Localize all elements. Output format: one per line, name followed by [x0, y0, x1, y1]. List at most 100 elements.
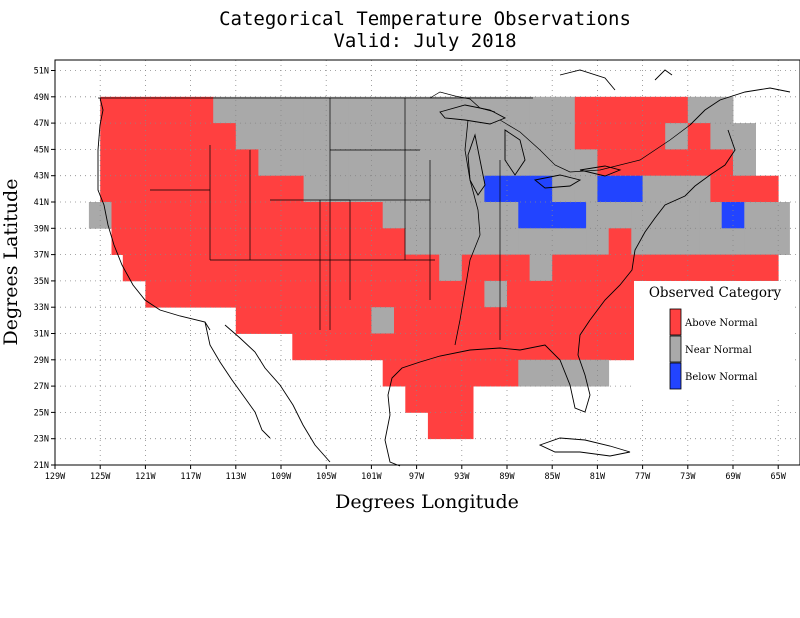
above-normal-cell	[326, 307, 350, 334]
x-tick-label: 65W	[771, 472, 787, 482]
near-normal-cell	[439, 123, 463, 150]
near-normal-cell	[653, 228, 677, 255]
above-normal-cell	[450, 359, 474, 387]
near-normal-cell	[416, 96, 440, 124]
near-normal-cell	[699, 228, 723, 255]
above-normal-cell	[100, 123, 124, 150]
above-normal-cell	[665, 96, 689, 124]
near-normal-cell	[676, 228, 700, 255]
x-tick-label: 109W	[271, 472, 292, 482]
near-normal-cell	[461, 123, 485, 150]
near-normal-cell	[710, 96, 734, 124]
above-normal-cell	[100, 96, 124, 124]
below-normal-cell	[563, 202, 587, 229]
above-normal-cell	[574, 254, 598, 282]
above-normal-cell	[507, 254, 530, 282]
above-normal-cell	[145, 149, 169, 177]
above-normal-cell	[394, 280, 417, 308]
above-normal-cell	[134, 228, 158, 255]
near-normal-cell	[744, 202, 768, 229]
near-normal-cell	[733, 123, 756, 150]
x-tick-label: 117W	[180, 472, 201, 482]
above-normal-cell	[665, 149, 689, 177]
y-tick-label: 27N	[34, 382, 49, 392]
near-normal-cell	[529, 96, 553, 124]
near-normal-cell	[631, 228, 655, 255]
above-normal-cell	[394, 307, 417, 334]
above-normal-cell	[190, 175, 214, 203]
above-normal-cell	[495, 333, 519, 361]
above-normal-cell	[427, 359, 451, 387]
above-normal-cell	[201, 228, 225, 255]
near-normal-cell	[303, 123, 327, 150]
above-normal-cell	[574, 96, 598, 124]
x-tick-label: 129W	[45, 472, 66, 482]
above-normal-cell	[224, 228, 248, 255]
above-normal-cell	[427, 386, 451, 413]
above-normal-cell	[574, 123, 598, 150]
near-normal-cell	[552, 96, 576, 124]
above-normal-cell	[281, 175, 304, 203]
above-normal-cell	[620, 123, 643, 150]
near-normal-cell	[574, 149, 598, 177]
above-normal-cell	[439, 280, 463, 308]
above-normal-cell	[168, 149, 191, 177]
above-normal-cell	[427, 412, 451, 440]
above-normal-cell	[337, 333, 361, 361]
x-tick-label: 77W	[635, 472, 651, 482]
near-normal-cell	[484, 123, 508, 150]
above-normal-cell	[213, 254, 237, 282]
above-normal-cell	[552, 280, 576, 308]
near-normal-cell	[258, 96, 282, 124]
near-normal-cell	[586, 228, 610, 255]
above-normal-cell	[608, 333, 632, 361]
near-normal-cell	[348, 96, 372, 124]
above-normal-cell	[484, 307, 508, 334]
near-normal-cell	[540, 228, 564, 255]
above-normal-cell	[710, 149, 734, 177]
above-normal-cell	[733, 254, 756, 282]
above-normal-cell	[122, 175, 146, 203]
legend-swatch	[669, 335, 682, 363]
x-tick-label: 105W	[316, 472, 337, 482]
x-tick-label: 97W	[409, 472, 425, 482]
above-normal-cell	[597, 307, 621, 334]
above-normal-cell	[247, 228, 271, 255]
above-normal-cell	[292, 228, 316, 255]
below-normal-cell	[620, 175, 643, 203]
above-normal-cell	[281, 307, 304, 334]
near-normal-cell	[326, 96, 350, 124]
category-grid-cells	[88, 96, 790, 440]
near-normal-cell	[518, 359, 542, 387]
near-normal-cell	[687, 175, 711, 203]
above-normal-cell	[111, 202, 135, 229]
near-normal-cell	[529, 123, 553, 150]
above-normal-cell	[540, 333, 564, 361]
near-normal-cell	[371, 307, 395, 334]
above-normal-cell	[100, 175, 124, 203]
near-normal-cell	[394, 175, 417, 203]
above-normal-cell	[179, 228, 203, 255]
near-normal-cell	[439, 254, 463, 282]
coastlines-and-borders	[97, 69, 791, 467]
near-normal-cell	[473, 228, 497, 255]
near-normal-cell	[710, 123, 734, 150]
above-normal-cell	[687, 123, 711, 150]
above-normal-cell	[156, 202, 180, 229]
above-normal-cell	[303, 254, 327, 282]
near-normal-cell	[665, 123, 689, 150]
above-normal-cell	[574, 280, 598, 308]
near-normal-cell	[348, 175, 372, 203]
x-axis-ticks: 129W 125W 121W 117W 113W 109W 105W 101W 97W 93W 89…	[45, 465, 787, 482]
plot-area	[54, 59, 800, 467]
above-normal-cell	[620, 254, 643, 282]
above-normal-cell	[687, 149, 711, 177]
below-normal-cell	[518, 202, 542, 229]
y-tick-label: 47N	[34, 119, 49, 129]
near-normal-cell	[371, 175, 395, 203]
above-normal-cell	[382, 228, 406, 255]
above-normal-cell	[371, 280, 395, 308]
legend-items: Above Normal Near Normal Below Normal	[669, 308, 758, 390]
x-tick-label: 89W	[499, 472, 515, 482]
